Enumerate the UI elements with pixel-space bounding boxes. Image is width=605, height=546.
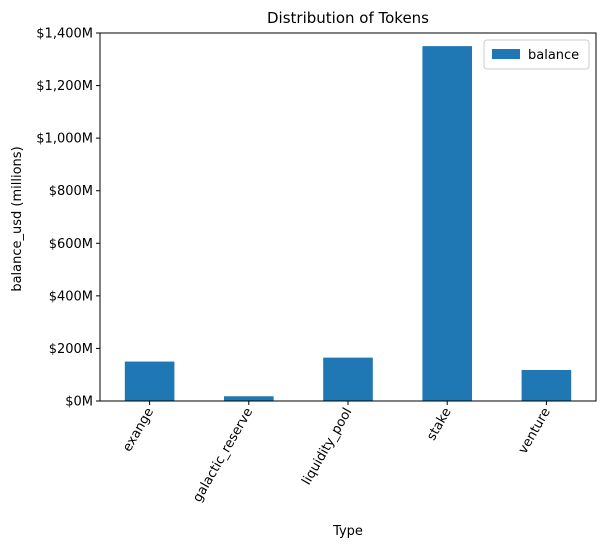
legend-label: balance xyxy=(528,48,579,63)
y-axis-title: balance_usd (millions) xyxy=(10,146,25,291)
bar-galactic_reserve xyxy=(224,396,274,401)
y-tick-label: $1,000M xyxy=(36,132,93,147)
legend-box xyxy=(483,39,590,70)
y-tick-label: $1,400M xyxy=(36,27,93,42)
x-tick-label: liquidity_pool xyxy=(299,406,355,488)
x-axis: exange galactic_reserve liquidity_pool stak… xyxy=(120,401,554,505)
y-tick-label: $800M xyxy=(49,184,93,199)
x-tick-label: stake xyxy=(424,406,454,444)
x-tick-label: galactic_reserve xyxy=(190,406,256,505)
y-tick-label: $1,200M xyxy=(36,79,93,94)
y-tick-label: $0M xyxy=(65,395,93,410)
x-tick-label: exange xyxy=(120,406,157,455)
plot-area xyxy=(124,46,572,402)
y-axis: $0M $200M $400M $600M $800M $1,000M $1,200M $1,… xyxy=(36,27,100,410)
legend: balance xyxy=(483,39,590,70)
y-tick-label: $600M xyxy=(49,237,93,252)
y-tick-label: $400M xyxy=(49,289,93,304)
x-tick-label: venture xyxy=(516,406,554,457)
plot-frame xyxy=(99,32,597,402)
bar-liquidity_pool xyxy=(323,357,373,401)
x-axis-title: Type xyxy=(332,524,363,539)
bar-exange xyxy=(124,361,175,401)
bar-venture xyxy=(521,369,572,401)
legend-swatch xyxy=(492,49,520,59)
bar-stake xyxy=(422,46,472,402)
chart-title: Distribution of Tokens xyxy=(267,9,429,27)
y-tick-label: $200M xyxy=(49,342,93,357)
